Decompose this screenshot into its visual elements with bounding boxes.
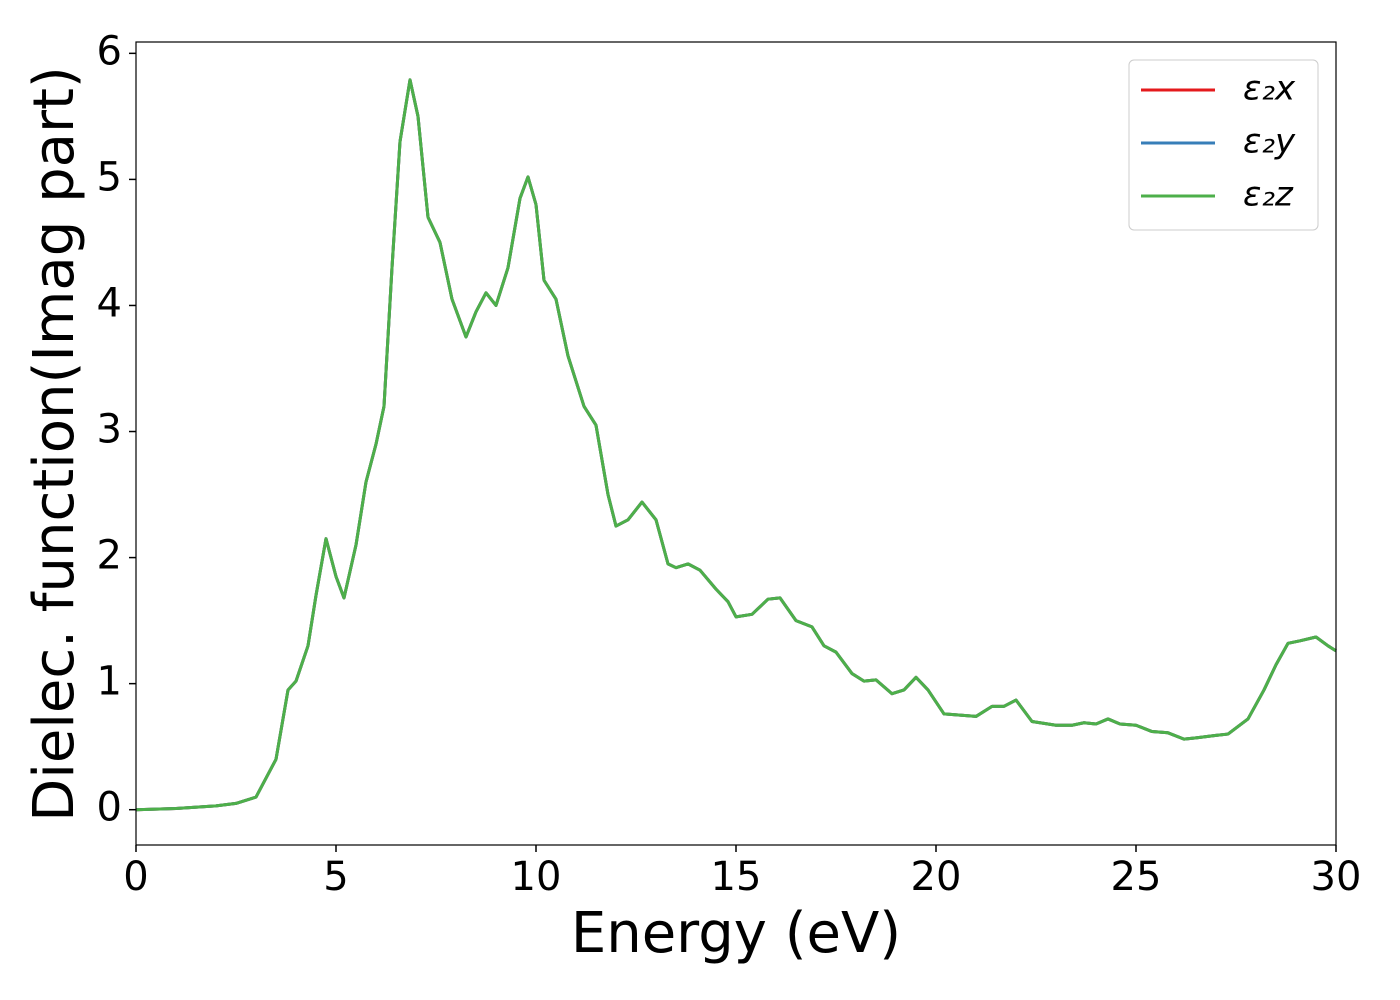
y-tick-label: 0	[97, 785, 122, 831]
x-axis-label: Energy (eV)	[571, 901, 901, 966]
x-tick-label: 30	[1311, 854, 1362, 900]
legend-label: ε₂y	[1243, 122, 1296, 162]
x-tick-label: 15	[711, 854, 762, 900]
y-tick-label: 4	[97, 280, 122, 326]
y-tick-label: 5	[97, 154, 122, 200]
data-line	[135, 78, 1337, 812]
x-tick-label: 5	[323, 854, 348, 900]
y-tick-label: 6	[97, 28, 122, 74]
y-tick-label: 1	[97, 659, 122, 705]
y-axis-label: Dielec. function(Imag part)	[22, 66, 87, 822]
x-tick-label: 20	[911, 854, 962, 900]
y-tick-label: 3	[97, 407, 122, 453]
legend-label: ε₂x	[1243, 69, 1296, 109]
plot-frame	[135, 41, 1337, 846]
y-tick-label: 2	[97, 533, 122, 579]
legend-box	[1128, 59, 1319, 231]
x-tick-label: 10	[511, 854, 562, 900]
x-tick-label: 0	[123, 854, 148, 900]
legend-label: ε₂z	[1243, 175, 1294, 215]
x-tick-label: 25	[1111, 854, 1162, 900]
